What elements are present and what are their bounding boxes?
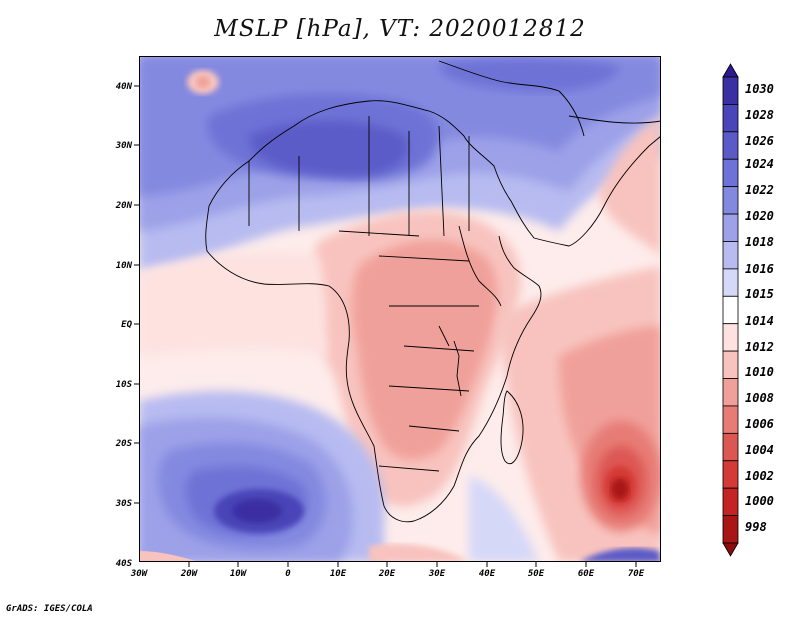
colorbar-box <box>722 405 739 434</box>
colorbar-label: 1016 <box>745 262 774 276</box>
credit-text: GrADS: IGES/COLA <box>6 604 93 614</box>
colorbar-label: 1022 <box>745 183 774 197</box>
colorbar-box <box>722 460 739 489</box>
colorbar-label: 998 <box>745 520 767 534</box>
colorbar-box <box>722 378 739 407</box>
map-title: MSLP [hPa], VT: 2020012812 <box>214 16 586 42</box>
colorbar-box <box>722 295 739 325</box>
colorbar-label: 1026 <box>745 134 774 148</box>
colorbar-label: 1008 <box>745 391 774 405</box>
colorbar-label: 1012 <box>745 340 774 354</box>
pressure-field <box>139 56 661 562</box>
colorbar-box <box>722 432 739 462</box>
colorbar-label: 1030 <box>745 82 774 96</box>
colorbar-box <box>722 213 739 242</box>
pressure-map <box>139 56 662 562</box>
colorbar-label: 1002 <box>745 469 774 483</box>
colorbar-arrow-bottom <box>722 542 739 557</box>
colorbar-label: 1000 <box>745 494 774 508</box>
colorbar-label: 1006 <box>745 417 774 431</box>
colorbar-label: 1018 <box>745 235 774 249</box>
colorbar-box <box>722 487 739 516</box>
colorbar-box <box>722 241 739 270</box>
colorbar-box <box>722 158 739 188</box>
colorbar-label: 1014 <box>745 314 774 328</box>
map-frame <box>139 56 661 562</box>
colorbar-label: 1020 <box>745 209 774 223</box>
colorbar-labels: 1030 1028 1026 1024 1022 1020 1018 1016 … <box>745 82 774 534</box>
colorbar-label: 1015 <box>745 287 774 301</box>
colorbar-box <box>722 515 739 544</box>
coastlines <box>205 60 662 523</box>
colorbar-label: 1010 <box>745 365 774 379</box>
colorbar-box <box>722 131 739 160</box>
colorbar-box <box>722 76 739 105</box>
colorbar-label: 1004 <box>745 443 774 457</box>
colorbar-box <box>722 268 739 297</box>
map-svg <box>139 56 662 562</box>
colorbar-box <box>722 350 739 379</box>
colorbar-boxes <box>722 63 739 557</box>
colorbar-arrow-top <box>722 63 739 78</box>
colorbar-box <box>722 104 739 133</box>
colorbar-box <box>722 186 739 215</box>
colorbar-label: 1028 <box>745 108 774 122</box>
colorbar-label: 1024 <box>745 157 774 171</box>
colorbar-box <box>722 323 739 352</box>
